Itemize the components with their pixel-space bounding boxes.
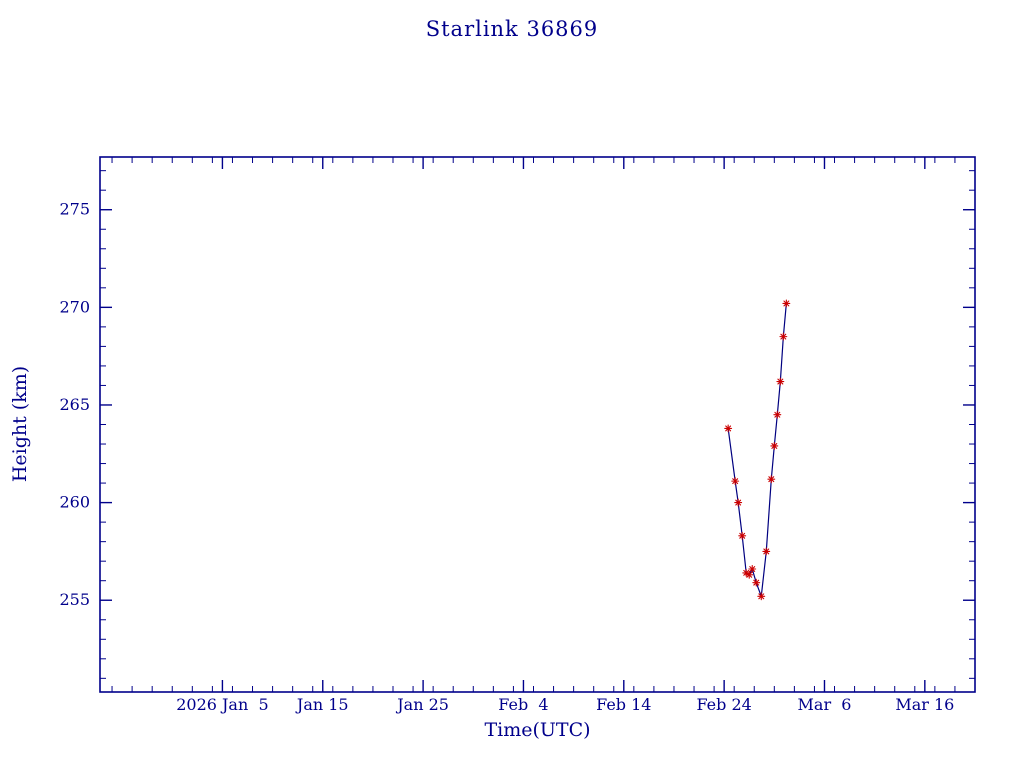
marker-stroke [758, 593, 765, 600]
x-tick-label: 2026 Jan 5 [176, 695, 268, 714]
x-tick-label: Feb 14 [596, 695, 651, 714]
marker-stroke [743, 569, 750, 576]
y-tick-label: 260 [59, 493, 90, 512]
marker-stroke [749, 566, 756, 572]
marker-stroke [732, 478, 739, 485]
y-tick-label: 255 [59, 590, 90, 609]
data-line [727, 303, 787, 597]
marker-stroke [774, 411, 781, 418]
data-point-marker [734, 498, 743, 507]
data-point-marker [776, 377, 785, 386]
data-point-marker [770, 442, 779, 450]
data-point-marker [779, 332, 788, 341]
x-axis-label: Time(UTC) [484, 719, 591, 741]
chart-title: Starlink 36869 [425, 17, 599, 41]
data-point-marker [773, 410, 782, 419]
y-tick-label: 270 [59, 297, 90, 316]
x-tick-label: Mar 16 [895, 695, 954, 714]
y-axis-label: Height (km) [9, 365, 31, 483]
marker-stroke [746, 571, 753, 578]
marker-stroke [725, 425, 732, 432]
x-tick-label: Mar 6 [798, 695, 852, 714]
data-point-marker [724, 424, 733, 433]
x-tick-label: Jan 25 [395, 695, 449, 714]
data-point-marker [748, 565, 757, 573]
marker-stroke [777, 378, 784, 385]
data-point-marker [757, 592, 766, 601]
data-point-marker [745, 570, 754, 579]
marker-stroke [780, 333, 787, 340]
marker-stroke [771, 443, 778, 449]
data-point-marker [738, 531, 747, 540]
x-tick-label: Feb 24 [696, 695, 751, 714]
marker-stroke [783, 300, 790, 307]
marker-stroke [739, 532, 746, 539]
axis-box [99, 156, 976, 693]
x-tick-label: Jan 15 [295, 695, 349, 714]
y-tick-label: 265 [59, 395, 90, 414]
marker-stroke [735, 499, 742, 506]
data-point-marker [782, 299, 791, 308]
y-tick-label: 275 [59, 200, 90, 219]
marker-stroke [768, 476, 775, 483]
x-tick-label: Feb 4 [498, 695, 548, 714]
data-point-marker [767, 475, 776, 484]
data-point-marker [752, 578, 761, 587]
marker-stroke [763, 548, 770, 555]
marker-stroke [753, 579, 760, 586]
data-point-marker [762, 547, 771, 556]
data-point-marker [731, 477, 740, 486]
